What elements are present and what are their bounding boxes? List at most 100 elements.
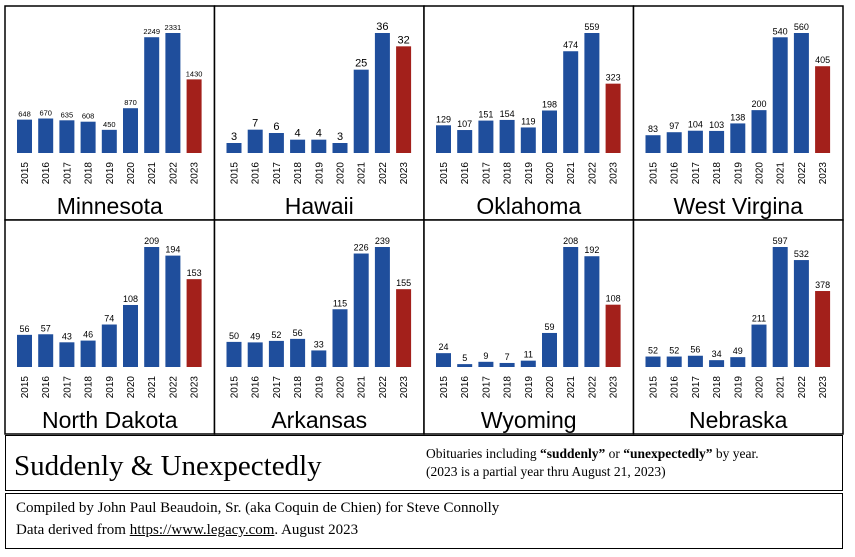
tick-label: 2020 bbox=[755, 162, 766, 185]
tick-label: 2022 bbox=[797, 376, 808, 399]
tick-label: 2023 bbox=[190, 376, 201, 399]
tick-label: 2021 bbox=[776, 376, 787, 399]
tick-label: 2017 bbox=[62, 376, 73, 399]
data-label: 211 bbox=[752, 314, 766, 324]
tick-label: 2018 bbox=[293, 376, 304, 399]
bar-2022 bbox=[374, 247, 390, 367]
caption-mid: or bbox=[605, 446, 624, 461]
panel-frame bbox=[213, 219, 425, 435]
caption-title: Suddenly & Unexpectedly bbox=[14, 450, 322, 482]
data-label: 32 bbox=[397, 34, 409, 46]
data-label: 33 bbox=[314, 339, 324, 349]
data-label: 104 bbox=[688, 120, 703, 130]
data-label: 108 bbox=[123, 294, 138, 304]
bar-2020 bbox=[123, 304, 138, 367]
bar-2017 bbox=[59, 342, 75, 367]
tick-label: 2022 bbox=[797, 162, 808, 185]
bar-2017 bbox=[59, 120, 75, 153]
bar-2016 bbox=[457, 364, 473, 367]
data-label: 74 bbox=[104, 314, 114, 324]
bar-2017 bbox=[268, 340, 284, 367]
footer-box: Compiled by John Paul Beaudoin, Sr. (aka… bbox=[5, 493, 843, 549]
bar-2021 bbox=[353, 253, 369, 367]
data-label: 11 bbox=[524, 350, 533, 360]
tick-label: 2017 bbox=[691, 376, 702, 399]
footer-credit: Compiled by John Paul Beaudoin, Sr. (aka… bbox=[16, 500, 500, 516]
panel-frame bbox=[423, 5, 635, 221]
tick-label: 2018 bbox=[503, 376, 514, 399]
bar-2022 bbox=[584, 256, 600, 367]
tick-label: 2022 bbox=[168, 376, 179, 399]
bar-2019 bbox=[520, 127, 536, 153]
tick-label: 2023 bbox=[190, 162, 201, 185]
data-label: 154 bbox=[500, 109, 515, 119]
data-label: 56 bbox=[690, 345, 700, 355]
tick-label: 2017 bbox=[272, 162, 283, 185]
tick-label: 2023 bbox=[399, 162, 410, 185]
bar-2023 bbox=[605, 304, 621, 367]
tick-label: 2017 bbox=[481, 162, 492, 185]
tick-label: 2016 bbox=[41, 376, 52, 399]
tick-label: 2016 bbox=[460, 162, 471, 185]
bar-2020 bbox=[542, 110, 557, 153]
tick-label: 2019 bbox=[733, 376, 744, 399]
tick-label: 2022 bbox=[587, 376, 598, 399]
bar-2017 bbox=[478, 361, 494, 367]
bar-2018 bbox=[499, 362, 515, 367]
tick-label: 2020 bbox=[336, 162, 347, 185]
bar-2016 bbox=[247, 129, 263, 153]
bar-2016 bbox=[247, 342, 263, 367]
tick-label: 2016 bbox=[251, 162, 262, 185]
bar-2023 bbox=[396, 289, 412, 367]
tick-label: 2018 bbox=[503, 162, 514, 185]
tick-label: 2023 bbox=[399, 376, 410, 399]
caption-suffix: by year. bbox=[712, 446, 759, 461]
tick-label: 2021 bbox=[566, 376, 577, 399]
tick-label: 2018 bbox=[84, 376, 95, 399]
data-label: 198 bbox=[542, 99, 557, 109]
data-label: 119 bbox=[521, 116, 535, 126]
footer-source: Data derived from https://www.legacy.com… bbox=[16, 522, 358, 539]
data-label: 540 bbox=[773, 26, 788, 36]
bar-2022 bbox=[793, 33, 809, 153]
data-label: 115 bbox=[333, 298, 347, 308]
data-label: 36 bbox=[376, 21, 388, 33]
data-label: 25 bbox=[355, 58, 367, 70]
caption-prefix: Obituaries including bbox=[426, 446, 540, 461]
data-label: 1430 bbox=[186, 69, 203, 78]
bar-2016 bbox=[38, 118, 54, 153]
bar-2018 bbox=[709, 360, 725, 367]
data-label: 560 bbox=[794, 22, 809, 32]
caption-word-suddenly: “suddenly” bbox=[539, 446, 606, 461]
footer-source-suffix: . August 2023 bbox=[274, 522, 359, 538]
chart-title: North Dakota bbox=[42, 407, 178, 433]
bar-2015 bbox=[645, 356, 661, 367]
panel-frame bbox=[423, 219, 635, 435]
bar-2018 bbox=[80, 121, 96, 153]
data-label: 209 bbox=[144, 236, 159, 246]
tick-label: 2022 bbox=[378, 162, 389, 185]
data-label: 559 bbox=[584, 22, 599, 32]
tick-label: 2021 bbox=[357, 376, 368, 399]
tick-label: 2023 bbox=[818, 376, 829, 399]
data-label: 6 bbox=[273, 121, 279, 133]
panel-frame bbox=[632, 219, 844, 435]
panel-frame bbox=[213, 5, 425, 221]
tick-label: 2023 bbox=[818, 162, 829, 185]
caption-description: Obituaries including “suddenly” or “unex… bbox=[426, 446, 759, 462]
tick-label: 2023 bbox=[609, 376, 620, 399]
tick-label: 2022 bbox=[168, 162, 179, 185]
data-label: 56 bbox=[293, 328, 303, 338]
data-label: 43 bbox=[62, 331, 72, 341]
bar-2016 bbox=[38, 334, 54, 367]
tick-label: 2021 bbox=[776, 162, 787, 185]
chart-title: West Virgina bbox=[673, 193, 803, 219]
tick-label: 2019 bbox=[314, 376, 325, 399]
source-link[interactable]: https://www.legacy.com bbox=[129, 522, 275, 538]
data-label: 103 bbox=[709, 120, 724, 130]
bar-2015 bbox=[645, 135, 661, 153]
bar-2020 bbox=[751, 110, 767, 153]
data-label: 46 bbox=[83, 330, 93, 340]
bar-2022 bbox=[165, 33, 181, 153]
